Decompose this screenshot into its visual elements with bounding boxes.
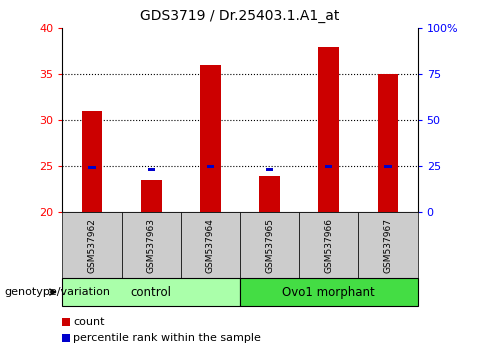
Bar	[325, 165, 332, 168]
Bar	[318, 47, 339, 212]
Text: GSM537965: GSM537965	[265, 218, 274, 273]
Bar	[259, 176, 280, 212]
Bar	[378, 74, 398, 212]
Bar	[384, 165, 392, 168]
Text: genotype/variation: genotype/variation	[5, 287, 111, 297]
Bar	[240, 212, 299, 278]
Bar	[359, 212, 418, 278]
Text: count: count	[73, 317, 105, 327]
Bar	[62, 278, 240, 306]
Bar	[266, 167, 273, 171]
Text: GDS3719 / Dr.25403.1.A1_at: GDS3719 / Dr.25403.1.A1_at	[140, 9, 340, 23]
Bar	[181, 212, 240, 278]
Bar	[207, 165, 214, 168]
Bar	[62, 212, 121, 278]
Text: GSM537964: GSM537964	[206, 218, 215, 273]
Bar	[121, 212, 181, 278]
Text: Ovo1 morphant: Ovo1 morphant	[282, 286, 375, 298]
Bar	[82, 111, 102, 212]
Text: GSM537967: GSM537967	[384, 218, 393, 273]
Text: GSM537963: GSM537963	[147, 218, 156, 273]
Bar	[299, 212, 359, 278]
Bar	[240, 278, 418, 306]
Text: GSM537962: GSM537962	[87, 218, 96, 273]
Bar	[200, 65, 221, 212]
Text: percentile rank within the sample: percentile rank within the sample	[73, 333, 261, 343]
Bar	[148, 167, 155, 171]
Bar	[141, 180, 162, 212]
Text: control: control	[131, 286, 172, 298]
Bar	[88, 166, 96, 169]
Text: GSM537966: GSM537966	[324, 218, 333, 273]
